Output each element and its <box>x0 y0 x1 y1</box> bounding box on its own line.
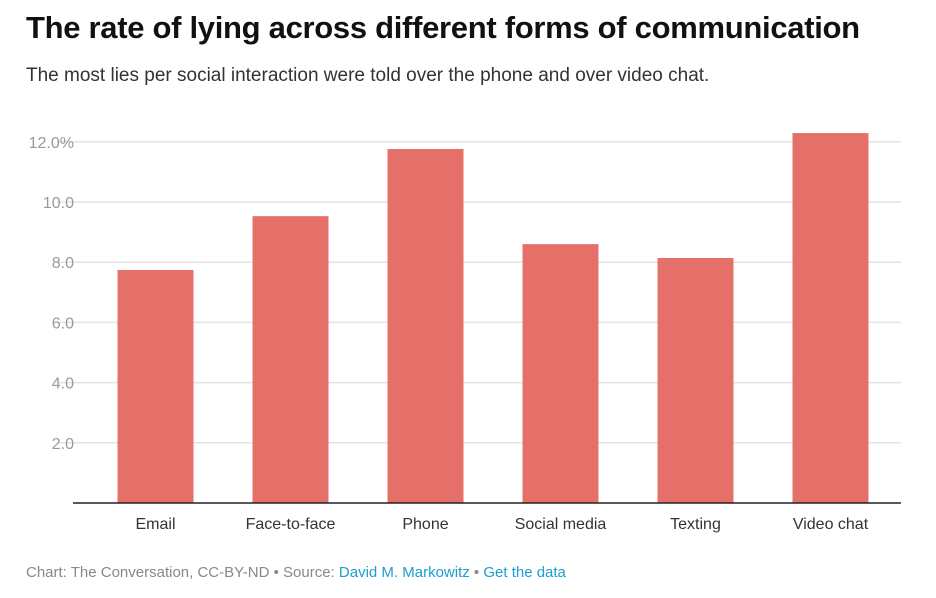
get-data-link[interactable]: Get the data <box>483 564 566 581</box>
x-tick-label: Video chat <box>793 516 869 533</box>
y-tick-label: 2.0 <box>52 436 74 453</box>
y-tick-label: 12.0% <box>29 135 74 152</box>
footer-separator: • <box>469 564 484 581</box>
y-tick-label: 10.0 <box>43 195 74 212</box>
y-tick-label: 4.0 <box>52 376 74 393</box>
bar-video-chat <box>792 133 869 504</box>
x-tick-label: Face-to-face <box>246 516 336 533</box>
chart-title: The rate of lying across different forms… <box>26 10 860 45</box>
y-tick-label: 6.0 <box>52 315 74 332</box>
bar-social-media <box>522 244 599 503</box>
bar-email <box>117 270 194 503</box>
y-tick-label: 8.0 <box>52 255 74 272</box>
bar-texting <box>657 257 734 503</box>
chart-subtitle: The most lies per social interaction wer… <box>26 65 710 86</box>
chart-footer: Chart: The Conversation, CC-BY-ND • Sour… <box>26 564 566 581</box>
source-link[interactable]: David M. Markowitz <box>338 564 470 581</box>
bar-phone <box>387 149 464 504</box>
x-tick-label: Texting <box>670 516 721 533</box>
footer-credit: Chart: The Conversation, CC-BY-ND • Sour… <box>26 564 339 581</box>
x-tick-label: Phone <box>402 516 448 533</box>
x-tick-label: Email <box>135 516 175 533</box>
bar-face-to-face <box>252 216 329 503</box>
x-tick-label: Social media <box>515 516 607 533</box>
